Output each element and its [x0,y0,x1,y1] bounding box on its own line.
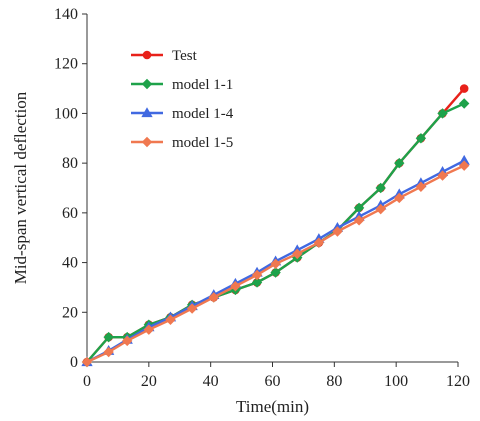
data-point [313,237,325,248]
y-tick-label: 20 [62,304,78,321]
data-point [186,303,198,314]
legend-item: model 1-5 [131,135,233,151]
legend: Test model 1-1 model 1-4 model 1-5 [131,48,234,151]
data-point [270,258,281,270]
legend-item: Test [131,48,198,64]
x-tick-label: 60 [265,373,281,390]
legend-label: Test [172,48,198,64]
series-line [86,87,466,363]
data-point [103,346,114,358]
data-point [121,335,133,347]
data-point [353,215,365,226]
y-tick-label: 100 [54,105,78,122]
x-tick-label: 40 [203,373,219,390]
data-point [165,314,176,325]
data-point [394,192,405,204]
y-tick-label: 60 [62,205,78,222]
legend-marker [141,136,153,148]
y-tick-label: 0 [70,354,78,371]
series-test [82,84,469,367]
data-point [230,280,241,292]
series-layer [81,84,470,368]
legend-marker [141,78,153,90]
data-point [81,356,93,368]
data-point [251,269,263,281]
x-axis-title: Time(min) [236,397,309,416]
legend-marker [141,107,153,118]
data-point [270,267,281,278]
x-tick-label: 0 [83,373,91,390]
data-point [415,181,427,192]
axes: 0 20 40 60 80 100 120 140 0 20 40 60 80 100 120 [54,6,470,390]
x-tick-label: 100 [384,373,408,390]
legend-label: model 1-5 [172,135,233,151]
data-point [458,98,470,109]
series-model-1-1 [81,98,470,368]
legend-label: model 1-4 [172,106,234,122]
data-point [292,248,303,260]
data-point [251,277,263,288]
data-point [458,160,470,171]
data-point [415,133,427,144]
legend-item: model 1-4 [131,106,234,122]
data-point [437,170,448,181]
y-tick-label: 140 [54,6,78,23]
x-tick-label: 20 [141,373,157,390]
data-point [394,157,405,169]
legend-label: model 1-1 [172,77,233,93]
data-point [103,331,114,343]
legend-marker [142,50,152,60]
legend-item: model 1-1 [131,77,233,93]
data-point [437,108,448,119]
data-point [332,226,343,237]
data-point [375,203,386,215]
y-tick-label: 40 [62,255,78,272]
data-point [208,292,219,303]
y-tick-label: 120 [54,56,78,73]
data-point [459,84,469,93]
x-tick-label: 80 [326,373,342,390]
x-tick-label: 120 [446,373,470,390]
data-point [143,324,155,335]
series-model-1-5 [81,160,470,368]
y-axis-title: Mid-span vertical deflection [11,91,30,284]
data-point [375,182,386,194]
y-tick-label: 80 [62,155,78,172]
